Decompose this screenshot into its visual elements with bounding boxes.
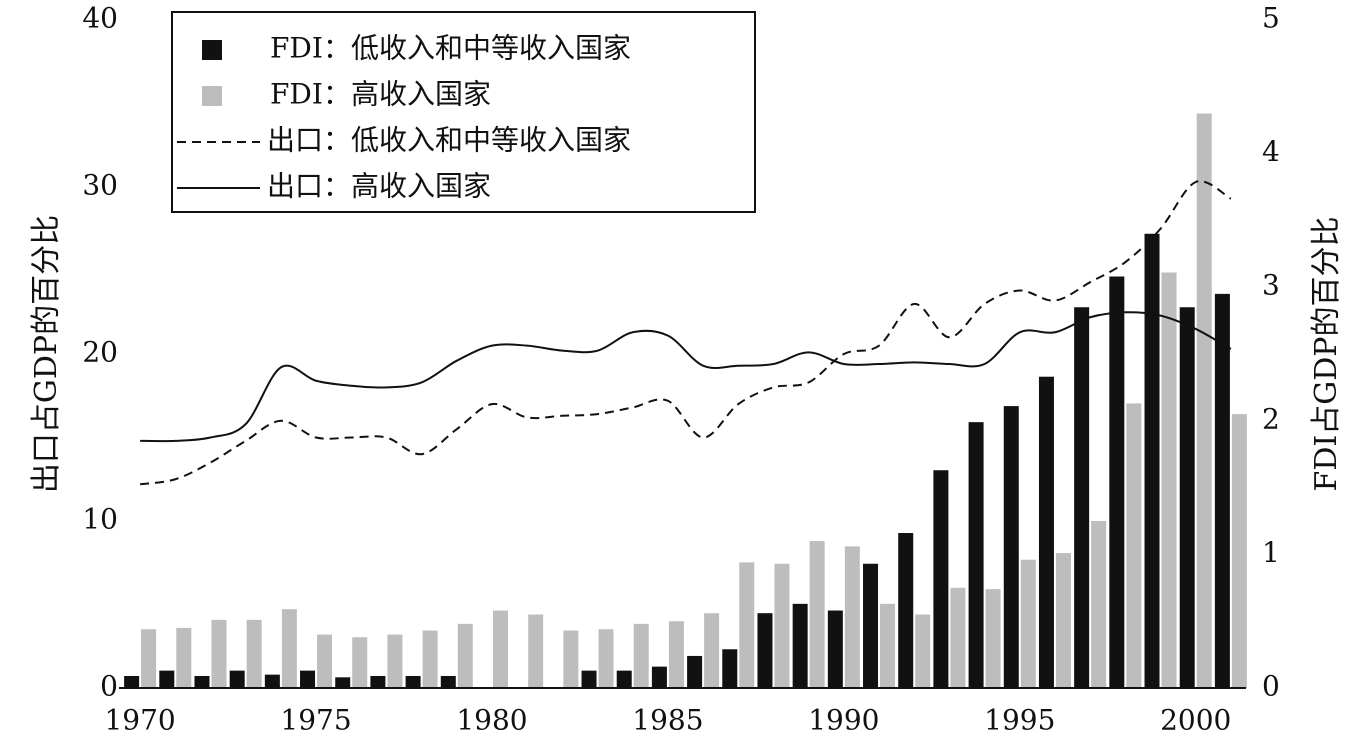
bar bbox=[616, 670, 632, 688]
bar bbox=[880, 603, 896, 688]
bar bbox=[176, 627, 192, 688]
y2-tick-label: 2 bbox=[1262, 402, 1280, 435]
x-tick-label: 2000 bbox=[1160, 704, 1231, 737]
bar bbox=[1020, 559, 1036, 688]
bar bbox=[264, 674, 280, 688]
line bbox=[140, 311, 1232, 443]
y-tick-label: 10 bbox=[82, 503, 118, 536]
bar bbox=[1161, 272, 1177, 688]
bar bbox=[581, 670, 597, 688]
y-tick-label: 0 bbox=[100, 670, 118, 703]
bar bbox=[492, 610, 508, 688]
bar bbox=[651, 666, 667, 688]
bar bbox=[968, 422, 984, 688]
line bbox=[139, 180, 1232, 486]
bar bbox=[898, 533, 914, 688]
bar bbox=[1109, 276, 1125, 688]
bar bbox=[422, 630, 438, 688]
bar bbox=[827, 610, 843, 688]
bar bbox=[440, 675, 456, 688]
bar bbox=[739, 562, 755, 688]
x-tick-label: 1995 bbox=[984, 704, 1055, 737]
bar bbox=[352, 637, 368, 688]
bar bbox=[809, 541, 825, 688]
legend-label: 出口：低收入和中等收入国家 bbox=[267, 124, 631, 157]
bar bbox=[1038, 376, 1054, 688]
y2-tick-label: 1 bbox=[1262, 536, 1280, 569]
bar bbox=[668, 621, 684, 688]
bar bbox=[704, 613, 720, 688]
bar bbox=[687, 655, 703, 688]
bar bbox=[317, 634, 333, 688]
bar bbox=[633, 623, 649, 688]
bar bbox=[370, 675, 386, 688]
bar bbox=[1231, 414, 1247, 688]
bar bbox=[159, 670, 175, 688]
bar bbox=[141, 629, 157, 688]
bar bbox=[246, 619, 262, 688]
x-tick-label: 1970 bbox=[104, 704, 175, 737]
bar bbox=[792, 603, 808, 688]
bar bbox=[211, 619, 227, 688]
bar bbox=[1055, 553, 1071, 688]
bar bbox=[1126, 403, 1142, 688]
legend-swatch bbox=[202, 40, 222, 60]
bar bbox=[757, 613, 773, 688]
bar bbox=[1091, 521, 1107, 688]
y2-tick-label: 5 bbox=[1262, 2, 1280, 35]
bar bbox=[1074, 307, 1090, 688]
x-tick-label: 1980 bbox=[456, 704, 527, 737]
legend-label: 出口：高收入国家 bbox=[267, 170, 491, 203]
bar bbox=[387, 634, 403, 688]
bar bbox=[1144, 233, 1160, 688]
bar bbox=[405, 675, 421, 688]
bar bbox=[598, 629, 614, 688]
bar bbox=[722, 649, 738, 688]
bar bbox=[1179, 307, 1195, 688]
y-tick-label: 30 bbox=[82, 169, 118, 202]
y2-tick-label: 3 bbox=[1262, 269, 1280, 302]
legend-swatch bbox=[202, 86, 222, 106]
x-tick-label: 1975 bbox=[280, 704, 351, 737]
bar bbox=[563, 630, 579, 688]
x-tick-label: 1990 bbox=[808, 704, 879, 737]
bar bbox=[229, 670, 245, 688]
bar bbox=[457, 623, 473, 688]
bar bbox=[915, 614, 931, 688]
bar bbox=[863, 563, 879, 688]
bar bbox=[1214, 293, 1230, 688]
bar bbox=[933, 470, 949, 688]
bar bbox=[528, 614, 544, 688]
bar bbox=[774, 563, 790, 688]
y2-tick-label: 4 bbox=[1262, 135, 1280, 168]
legend-box bbox=[171, 11, 756, 213]
bar bbox=[1196, 113, 1212, 688]
bar bbox=[985, 589, 1001, 688]
y2-tick-label: 0 bbox=[1262, 670, 1280, 703]
y-tick-label: 40 bbox=[82, 2, 118, 35]
y-axis-title: 出口占GDP的百分比 bbox=[29, 215, 64, 493]
bar bbox=[124, 675, 140, 688]
x-tick-label: 1985 bbox=[632, 704, 703, 737]
bar bbox=[335, 677, 351, 688]
bar bbox=[1003, 406, 1019, 688]
bar bbox=[300, 670, 316, 688]
y2-axis-title: FDI占GDP的百分比 bbox=[1309, 217, 1344, 492]
legend-label: FDI：低收入和中等收入国家 bbox=[270, 32, 631, 65]
legend-label: FDI：高收入国家 bbox=[270, 78, 491, 111]
bar bbox=[194, 675, 210, 688]
bar bbox=[950, 587, 966, 688]
bar bbox=[844, 546, 860, 688]
bar bbox=[281, 609, 297, 688]
y-tick-label: 20 bbox=[82, 336, 118, 369]
